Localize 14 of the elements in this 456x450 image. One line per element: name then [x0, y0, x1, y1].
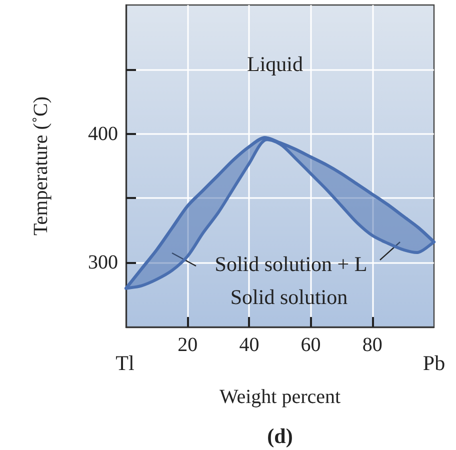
- x-tick-label: 40: [239, 334, 260, 356]
- annotation: Liquid: [247, 52, 304, 76]
- x-axis-title: Weight percent: [219, 386, 341, 408]
- annotation: Solid solution: [230, 285, 348, 309]
- y-tick-label: 300: [88, 252, 118, 274]
- y-axis-title: Temperature (˚C): [30, 96, 52, 236]
- annotation: Solid solution + L: [214, 252, 368, 276]
- x-tick-label: 60: [300, 334, 321, 356]
- x-tick-label: 80: [362, 334, 382, 356]
- text: (d): [267, 424, 293, 448]
- x-tick-label: 20: [178, 334, 198, 356]
- text: Pb: [422, 351, 446, 375]
- text: Tl: [116, 351, 134, 375]
- y-tick-label: 400: [88, 122, 118, 145]
